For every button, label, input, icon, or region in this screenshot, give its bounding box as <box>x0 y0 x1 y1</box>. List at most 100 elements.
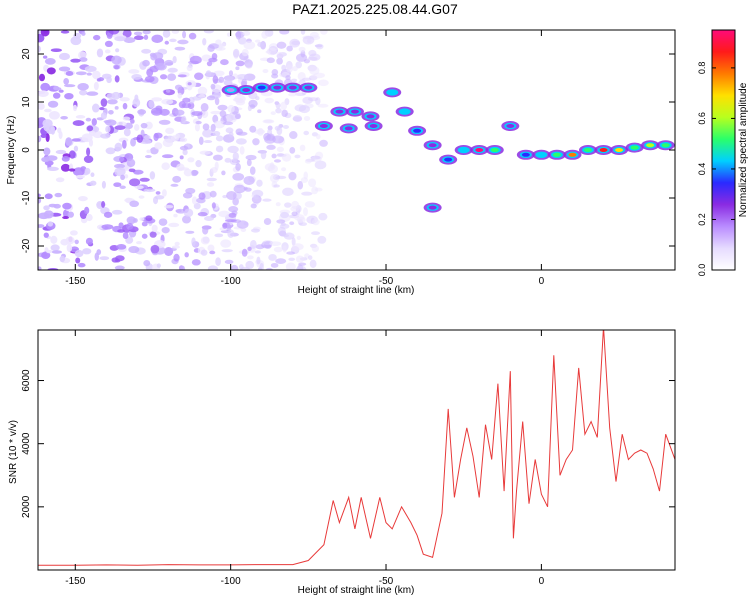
spectrogram-noise-blob <box>256 256 261 265</box>
spectrogram-noise-blob <box>170 183 179 187</box>
spectrogram-noise-blob <box>86 147 91 157</box>
spectrogram-noise-blob <box>222 121 234 126</box>
spectrogram-noise-blob <box>130 118 135 124</box>
spectrogram-noise-blob <box>241 248 248 257</box>
spectrogram-noise-blob <box>285 262 296 270</box>
spectrogram-noise-blob <box>269 241 282 247</box>
spectrogram-noise-blob <box>46 166 59 172</box>
spectrogram-noise-blob <box>250 203 257 209</box>
spectrogram-noise-blob <box>120 174 126 180</box>
spectrogram-ridge-core <box>630 145 639 150</box>
spectrogram-noise-blob <box>58 52 71 61</box>
spectrogram-noise-blob <box>280 211 290 219</box>
spectrogram-noise-blob <box>263 119 273 123</box>
spectrogram-noise-blob <box>262 198 272 202</box>
spectrogram-noise-blob <box>85 117 92 122</box>
spectrogram-noise-blob <box>122 231 129 240</box>
spectrogram-noise-blob <box>131 73 142 80</box>
spectrogram-noise-blob <box>82 248 92 255</box>
spectrogram-noise-blob <box>195 160 202 168</box>
spectrogram-noise-blob <box>268 43 279 51</box>
spectrogram-noise-blob <box>122 139 127 149</box>
spectrogram-ridge-core <box>350 109 359 114</box>
spectrogram-noise-blob <box>281 167 287 172</box>
spectrogram-noise-blob <box>243 40 256 50</box>
spectrogram-noise-blob <box>279 30 290 35</box>
spectrogram-noise-blob <box>65 236 75 245</box>
spectrogram-ridge-core <box>273 85 282 90</box>
spectrogram-ridge-core <box>242 88 251 92</box>
spectrogram-noise-blob <box>197 211 208 217</box>
spectrogram-noise-blob <box>276 153 285 157</box>
spectrogram-noise-blob <box>253 194 260 200</box>
spectrogram-noise-blob <box>79 57 88 62</box>
spectrogram-noise-blob <box>71 138 81 142</box>
spectrogram-noise-blob <box>68 168 76 172</box>
spectrogram-noise-blob <box>114 259 121 263</box>
spectrogram-noise-blob <box>270 111 276 116</box>
spectrogram-noise-blob <box>111 209 123 215</box>
spectrogram-noise-blob <box>275 202 281 207</box>
spectrogram-noise-blob <box>148 100 155 108</box>
spectrogram-noise-blob <box>226 32 231 37</box>
spectrogram-noise-blob <box>203 216 214 222</box>
spectrogram-noise-blob <box>150 244 160 254</box>
spectrogram-noise-blob <box>141 48 152 54</box>
spectrogram-noise-blob <box>165 89 171 93</box>
spectrogram-noise-blob <box>266 144 276 150</box>
spectrogram-noise-blob <box>143 188 156 193</box>
spectrogram-noise-blob <box>130 138 137 147</box>
spectrogram-noise-blob <box>221 170 226 176</box>
spectrogram-noise-blob <box>124 174 129 179</box>
spectrogram-noise-blob <box>180 265 186 270</box>
spectrogram-noise-blob <box>248 99 258 108</box>
spectrogram-noise-blob <box>106 93 116 100</box>
spectrogram-noise-blob <box>55 149 67 155</box>
spectrogram-noise-blob <box>72 167 85 177</box>
spectrogram-noise-blob <box>70 58 81 63</box>
spectrogram-noise-blob <box>162 30 171 38</box>
spectrogram-noise-blob <box>50 244 60 252</box>
spectrogram-noise-blob <box>296 216 306 223</box>
spectrogram-noise-blob <box>176 163 185 172</box>
spectrogram-noise-blob <box>256 179 263 187</box>
snr-x-ticks: -150 -100 -50 0 <box>65 330 545 587</box>
figure-title: PAZ1.2025.225.08.44.G07 <box>292 1 458 17</box>
spectrogram-noise-blob <box>43 205 50 211</box>
colorbar-frame <box>711 29 736 271</box>
colorbar-ticks: 0.0 0.2 0.4 0.6 0.8 <box>697 62 735 276</box>
spectrogram-ridge-core <box>369 124 378 128</box>
spectrogram-noise-blob <box>161 226 170 234</box>
spectrogram-ridge-core <box>413 128 422 133</box>
colorbar-tick-label: 0.4 <box>697 163 707 176</box>
spectrogram-noise-blob <box>187 157 195 163</box>
spectrogram-noise-blob <box>154 142 163 150</box>
spectrogram-y-ticks: -20 -10 0 10 20 <box>21 48 675 253</box>
spectrogram-noise-blob <box>210 110 222 115</box>
spectrogram-noise-blob <box>38 102 45 110</box>
spectrogram-noise-blob <box>158 218 168 226</box>
spectrogram-noise-blob <box>75 115 86 119</box>
spectrogram-noise-blob <box>144 154 152 159</box>
spectrogram-ridge-core <box>615 148 624 152</box>
spectrogram-noise-blob <box>50 48 63 52</box>
spectrogram-noise-blob <box>177 74 187 78</box>
spectrogram-noise-blob <box>96 48 104 58</box>
spectrogram-noise-blob <box>191 237 196 247</box>
spectrogram-noise-blob <box>184 252 189 258</box>
spectrogram-noise-blob <box>259 262 264 270</box>
spectrogram-noise-blob <box>58 66 71 72</box>
spectrogram-noise-blob <box>183 168 193 177</box>
x-tick-label: -50 <box>379 576 394 587</box>
spectrogram-noise-blob <box>194 123 200 132</box>
spectrogram-noise-blob <box>133 31 143 36</box>
spectrogram-noise-blob <box>145 215 153 222</box>
spectrogram-noise-blob <box>288 171 297 181</box>
spectrogram-noise-blob <box>53 203 61 209</box>
spectrogram-noise-blob <box>203 30 214 34</box>
spectrogram-noise-blob <box>296 235 301 241</box>
spectrogram-noise-blob <box>226 190 237 200</box>
spectrogram-noise-blob <box>103 211 113 218</box>
spectrogram-noise-blob <box>183 208 194 218</box>
spectrogram-noise-blob <box>104 40 113 48</box>
